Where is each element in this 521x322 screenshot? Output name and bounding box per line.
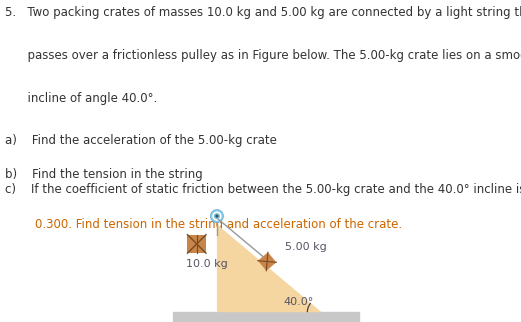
Bar [188,235,206,253]
Text: 0.300. Find tension in the string and acceleration of the crate.: 0.300. Find tension in the string and ac… [5,218,402,231]
Circle shape [215,214,219,218]
Text: passes over a frictionless pulley as in Figure below. The 5.00-kg crate lies on : passes over a frictionless pulley as in … [5,49,521,62]
Text: 5.00 kg: 5.00 kg [286,242,327,252]
Text: 40.0°: 40.0° [283,297,314,307]
Polygon shape [217,224,321,312]
Bar [173,312,358,322]
Circle shape [216,215,218,217]
Circle shape [210,210,224,223]
Text: a)    Find the acceleration of the 5.00-kg crate: a) Find the acceleration of the 5.00-kg … [5,135,277,147]
Polygon shape [258,252,276,271]
Text: c)    If the coefficient of static friction between the 5.00-kg crate and the 40: c) If the coefficient of static friction… [5,183,521,196]
Text: b)    Find the tension in the string: b) Find the tension in the string [5,168,203,181]
Text: incline of angle 40.0°.: incline of angle 40.0°. [5,91,157,105]
Text: 10.0 kg: 10.0 kg [187,259,228,269]
Text: 5.   Two packing crates of masses 10.0 kg and 5.00 kg are connected by a light s: 5. Two packing crates of masses 10.0 kg … [5,5,521,19]
Circle shape [213,212,221,220]
